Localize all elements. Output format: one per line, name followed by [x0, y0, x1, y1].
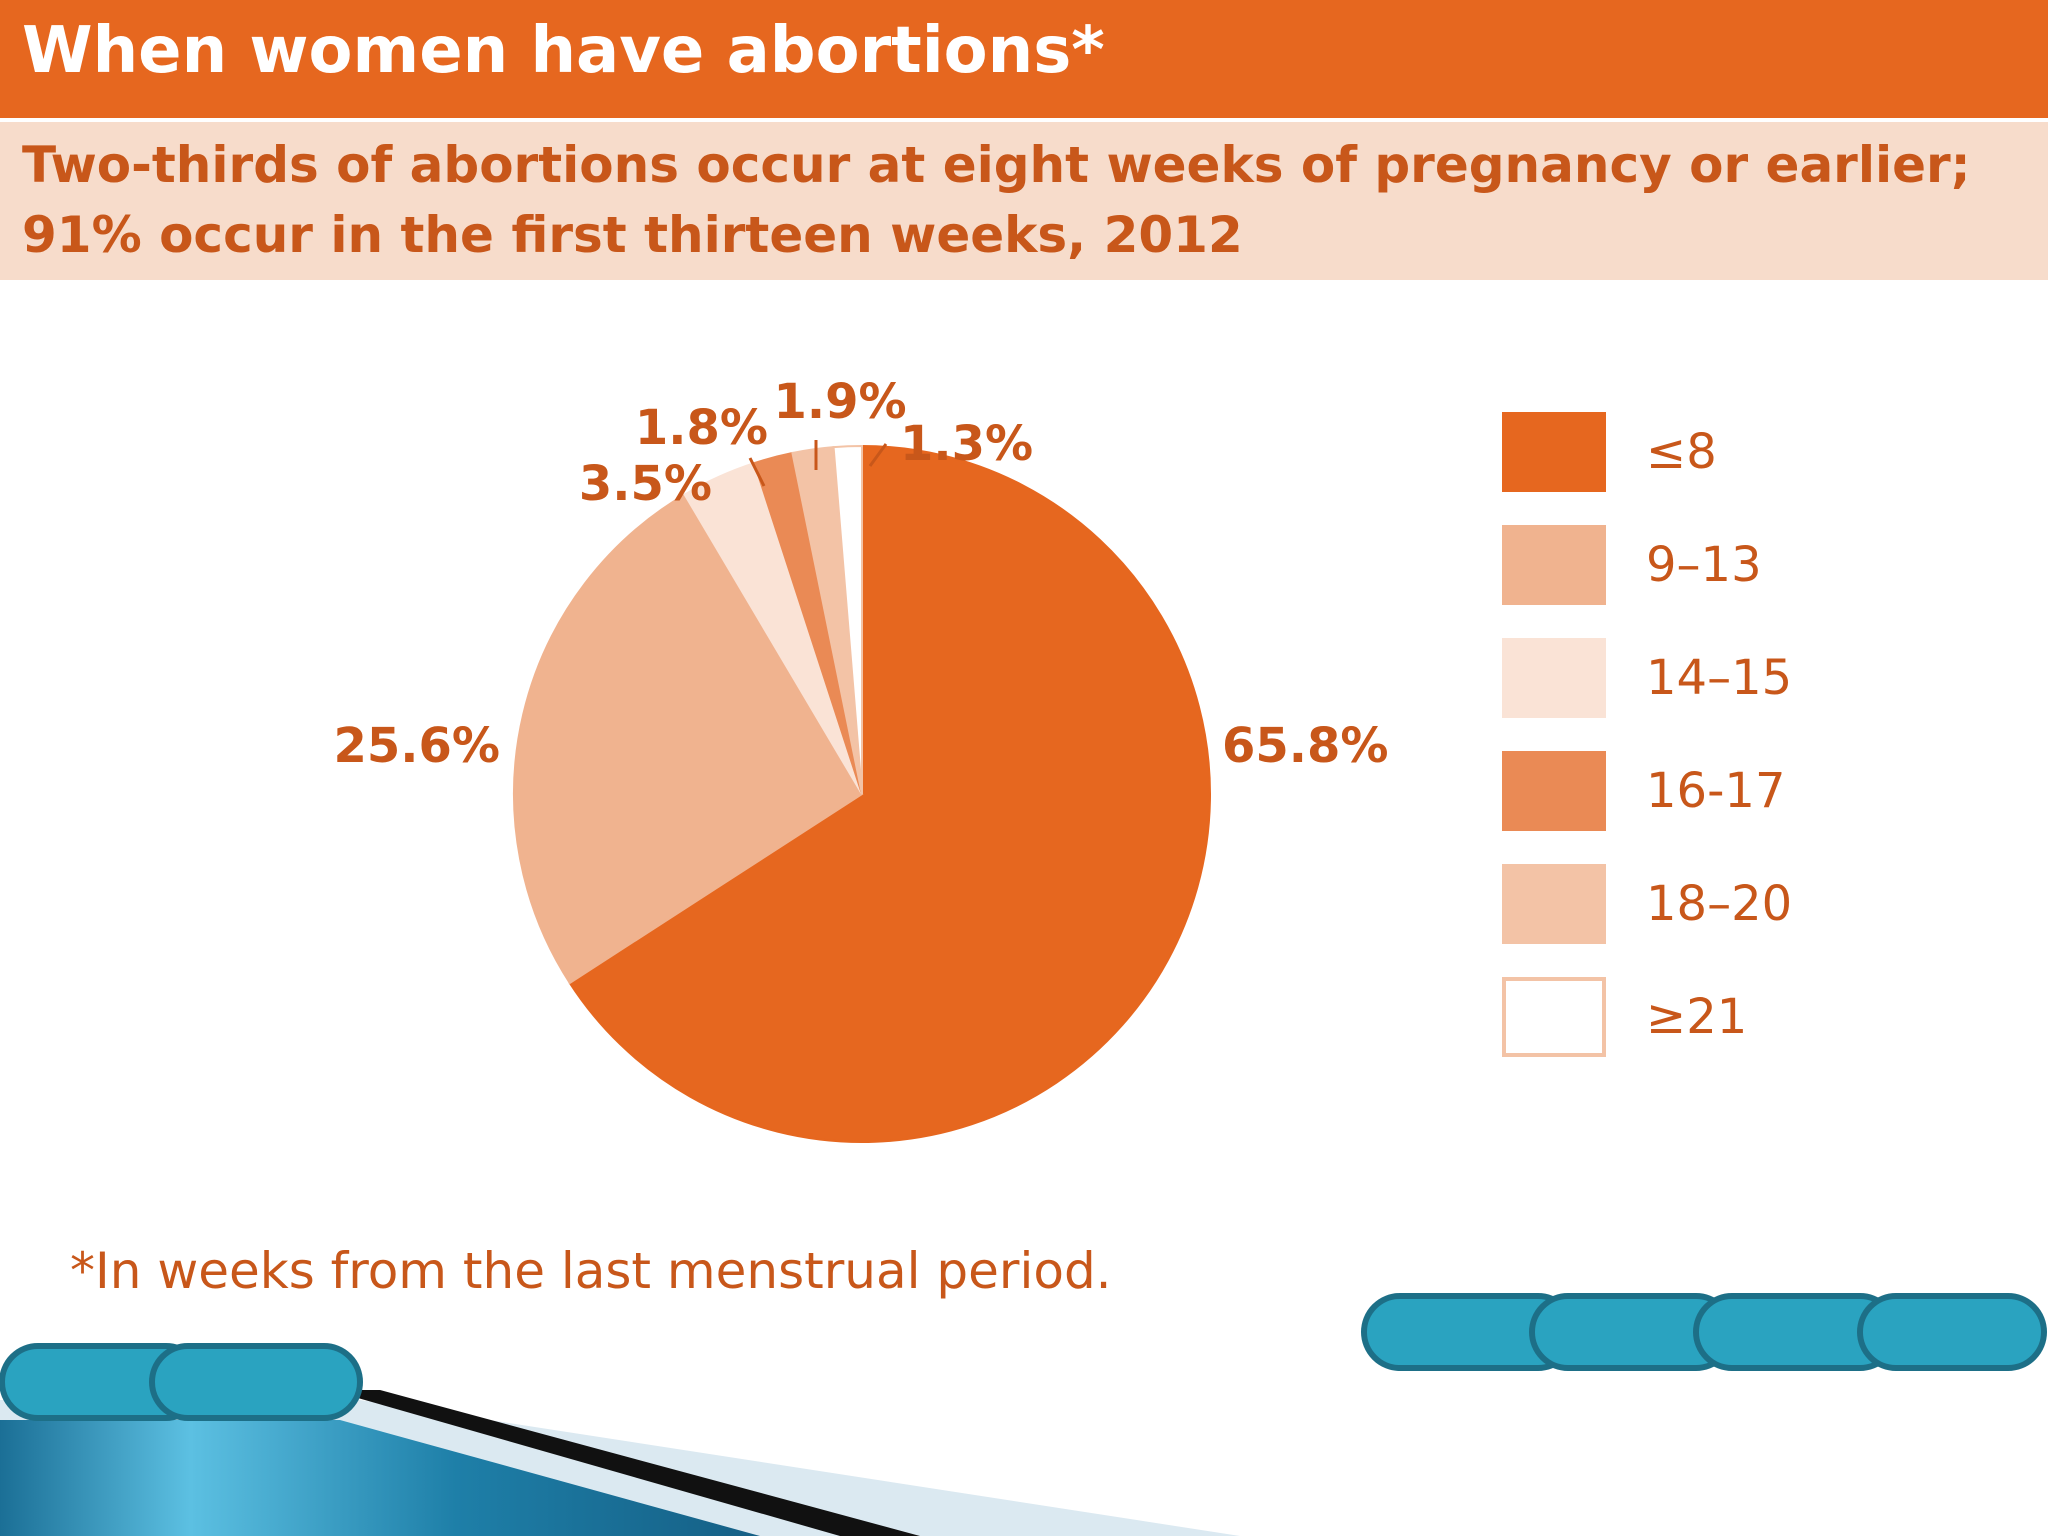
legend-swatch-6: [1502, 977, 1606, 1057]
subtitle-bar: Two-thirds of abortions occur at eight w…: [0, 122, 2048, 280]
oval-shapes-bottom-right: [1361, 1293, 2047, 1371]
legend-label-5: 18–20: [1646, 876, 1792, 932]
chart-title: When women have abortions*: [22, 14, 1105, 88]
legend-label-4: 16-17: [1646, 763, 1785, 819]
data-label-3: 3.5%: [579, 456, 712, 512]
subtitle-line-2: 91% occur in the first thirteen weeks, 2…: [22, 206, 1243, 264]
legend-swatch-2: [1502, 525, 1606, 605]
data-label-6: 1.3%: [900, 416, 1033, 472]
data-label-4: 1.8%: [635, 400, 768, 456]
legend-label-2: 9–13: [1646, 537, 1762, 593]
legend-label-6: ≥21: [1646, 989, 1747, 1045]
swoosh-black-stripe: [330, 1390, 920, 1536]
title-bar: When women have abortions*: [0, 0, 2048, 118]
legend-label-1: ≤8: [1646, 424, 1717, 480]
data-label-5: 1.9%: [773, 374, 906, 430]
leader-line-6: [868, 443, 888, 467]
legend-swatch-1: [1502, 412, 1606, 492]
swoosh-blue-shape: [0, 1420, 760, 1536]
leader-line-4: [748, 457, 766, 487]
legend-label-3: 14–15: [1646, 650, 1792, 706]
pie-slice-2: [513, 493, 864, 985]
data-label-2: 25.6%: [333, 718, 500, 774]
subtitle-line-1: Two-thirds of abortions occur at eight w…: [22, 136, 1971, 194]
legend-swatch-4: [1502, 751, 1606, 831]
data-label-1: 65.8%: [1222, 718, 1389, 774]
oval-shapes-bottom-left: [0, 1343, 363, 1421]
footnote: *In weeks from the last menstrual period…: [70, 1242, 1112, 1300]
pie-slice-6: [832, 444, 863, 795]
legend-swatch-5: [1502, 864, 1606, 944]
legend-swatch-3: [1502, 638, 1606, 718]
pie-slice-1: [568, 444, 1211, 1143]
